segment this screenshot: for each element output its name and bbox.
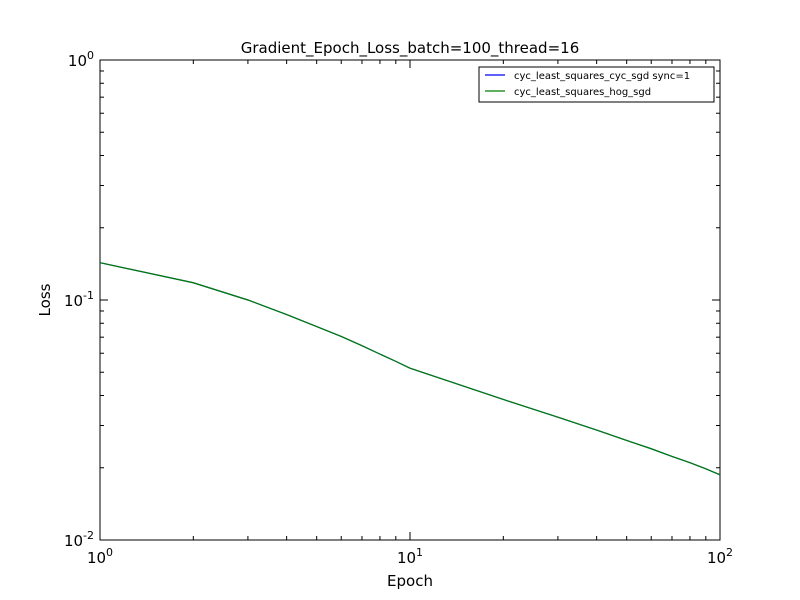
series-layer [99,262,721,476]
series-line-2 [99,262,721,476]
legend-label-series-2: cyc_least_squares_hog_sgd [514,87,651,98]
x-tick-labels: 100 101 102 [87,546,733,567]
y-axis-label: Loss [36,283,54,316]
plot-area [99,59,721,541]
chart-title: Gradient_Epoch_Loss_batch=100_thread=16 [241,39,580,58]
y-tick-label: 10-2 [64,529,94,550]
y-tick-label: 10-1 [64,289,94,310]
legend-label-series-1: cyc_least_squares_cyc_sgd sync=1 [514,71,690,82]
plot-frame [99,59,721,541]
y-tick-label: 100 [68,49,94,70]
y-tick-labels: 10-2 10-1 100 [64,49,94,550]
minor-ticks [100,60,720,540]
x-tick-label: 102 [707,546,733,567]
legend-box [478,66,715,103]
major-ticks [99,59,721,541]
x-tick-label: 100 [87,546,113,567]
x-tick-label: 101 [397,546,423,567]
legend: cyc_least_squares_cyc_sgd sync=1 cyc_lea… [478,66,715,103]
x-axis-label: Epoch [387,572,433,590]
